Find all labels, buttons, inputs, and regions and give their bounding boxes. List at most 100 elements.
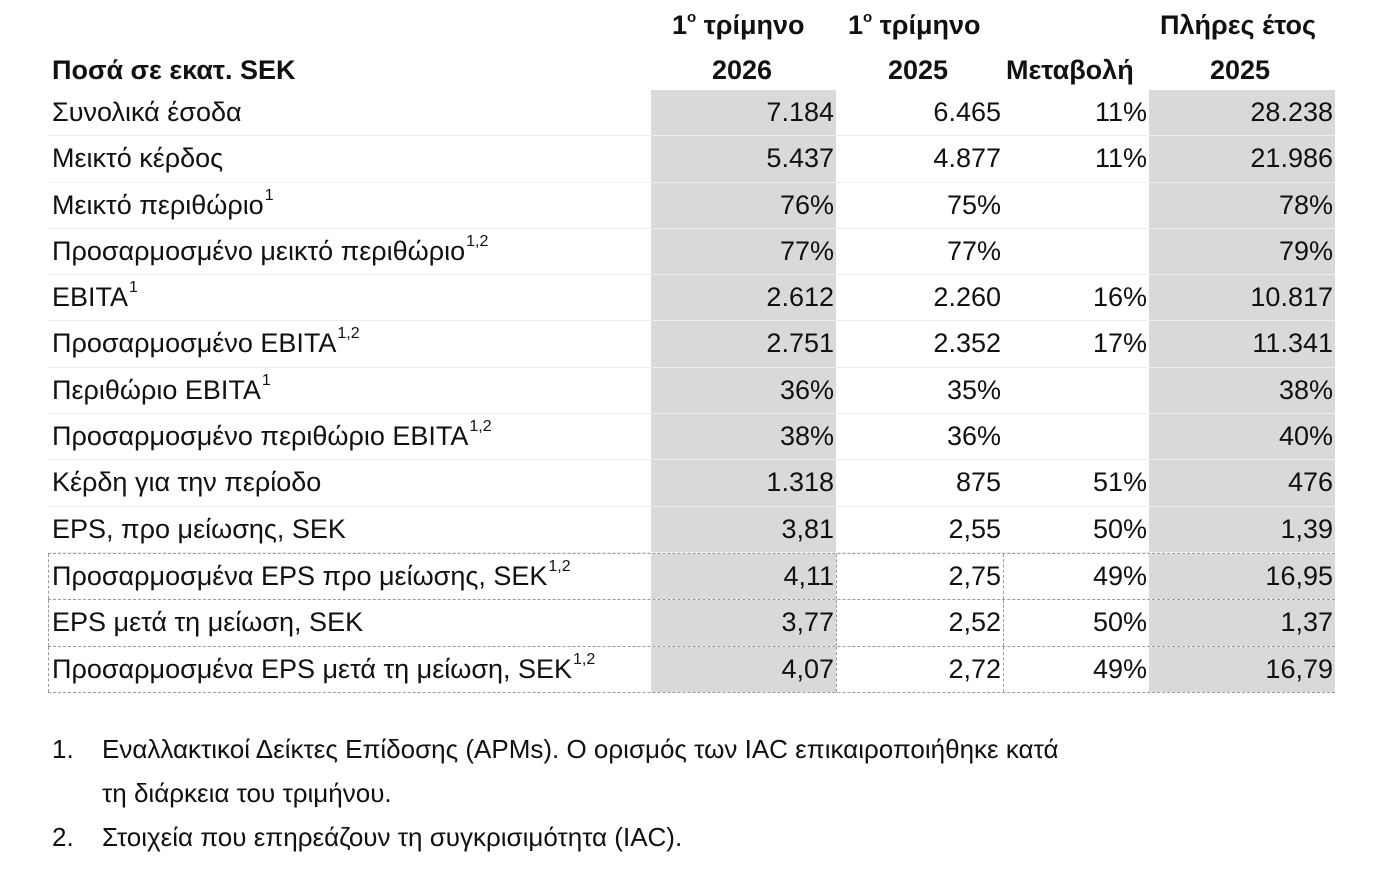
header-q1-2026-line1: 1ο τρίμηνο: [672, 3, 804, 47]
financial-table: Συνολικά έσοδα 7.184 6.465 11% 28.238 Μεικτό …: [48, 90, 1335, 693]
cell-q1-2026: 2.612: [651, 275, 836, 321]
cell-full-year-2025: 28.238: [1149, 90, 1335, 136]
footnote-text-line: τη διάρκεια του τριμήνου.: [102, 778, 392, 808]
table-row: Μεικτό περιθώριο1 76% 75% 78%: [48, 182, 1335, 229]
cell-full-year-2025: 16,95: [1149, 553, 1335, 600]
cell-q1-2026: 1.318: [651, 460, 836, 506]
cell-q1-2025: 2,75: [836, 553, 1003, 600]
cell-full-year-2025: 21.986: [1149, 136, 1335, 182]
table-row: Προσαρμοσμένα EPS μετά τη μείωση, SEK1,2…: [48, 646, 1335, 693]
footnotes: 1. Εναλλακτικοί Δείκτες Επίδοσης (APMs).…: [52, 727, 1342, 859]
cell-change: 50%: [1092, 513, 1147, 544]
cell-change: [1003, 183, 1149, 228]
row-label-text: Μεικτό κέρδος: [52, 143, 224, 174]
table-row: Συνολικά έσοδα 7.184 6.465 11% 28.238: [48, 90, 1335, 137]
cell-q1-2026: 2.751: [651, 321, 836, 367]
cell-q1-2025: 2,55: [948, 513, 1001, 544]
row-label: Προσαρμοσμένο μεικτό περιθώριο1,2: [52, 229, 488, 274]
row-label: Προσαρμοσμένο περιθώριο EBITA1,2: [52, 414, 492, 459]
row-label: Μεικτό περιθώριο1: [52, 183, 274, 228]
header-q1-2026-ordinal: ο: [687, 9, 697, 26]
cell-full-year-2025: 40%: [1149, 414, 1335, 460]
cell-q1-2025: 875: [955, 467, 1001, 498]
cell-q1-2026: 4,11: [651, 553, 836, 600]
header-q1-2025-ordinal: ο: [863, 9, 873, 26]
row-label-text: EPS, προ μείωσης, SEK: [52, 513, 346, 544]
table-row: Περιθώριο EBITA1 36% 35% 38%: [48, 367, 1335, 415]
footnote-2: 2. Στοιχεία που επηρεάζουν τη συγκρισιμό…: [52, 815, 1342, 859]
row-footnote-ref: 1,2: [337, 325, 360, 343]
row-label: EPS μετά τη μείωση, SEK: [52, 600, 363, 645]
cell-q1-2025: 6.465: [933, 97, 1001, 127]
cell-full-year-2025: 476: [1149, 460, 1335, 506]
row-label-text: Προσαρμοσμένο μεικτό περιθώριο: [52, 235, 466, 266]
row-footnote-ref: 1,2: [469, 418, 492, 436]
row-label: Συνολικά έσοδα: [52, 90, 242, 135]
cell-change: 17%: [1092, 328, 1147, 359]
table-row: EPS μετά τη μείωση, SEK 3,77 2,52 50% 1,37: [48, 600, 1335, 647]
cell-q1-2026: 3,77: [651, 600, 836, 646]
row-label-text: Προσαρμοσμένο περιθώριο EBITA: [52, 421, 469, 452]
row-footnote-ref: 1,2: [548, 557, 571, 575]
table-row: Προσαρμοσμένο EBITA1,2 2.751 2.352 17% 11.34…: [48, 321, 1335, 368]
row-footnote-ref: 1,2: [573, 650, 596, 668]
row-label: Προσαρμοσμένο EBITA1,2: [52, 321, 360, 366]
cell-q1-2025: 2,52: [836, 600, 1003, 646]
row-label: EPS, προ μείωσης, SEK: [52, 507, 346, 552]
row-label-text: Κέρδη για την περίοδο: [52, 467, 322, 498]
cell-q1-2025: 2.352: [933, 328, 1001, 359]
row-label: Μεικτό κέρδος: [52, 136, 223, 181]
cell-q1-2025: 2.260: [933, 282, 1001, 313]
cell-full-year-2025: 10.817: [1149, 275, 1335, 321]
cell-change: 16%: [1092, 282, 1147, 313]
header-q1-2026-num: 1: [672, 10, 688, 40]
row-border-box: [48, 646, 651, 692]
row-footnote-ref: 1: [264, 186, 274, 204]
header-q1-2026-word: τρίμηνο: [696, 10, 805, 40]
row-label: Προσαρμοσμένα EPS μετά τη μείωση, SEK1,2: [52, 647, 595, 692]
cell-q1-2026: 4,07: [651, 646, 836, 692]
table-row: Προσαρμοσμένα EPS προ μείωσης, SEK1,2 4,1…: [48, 552, 1335, 601]
table-row: EBITA1 2.612 2.260 16% 10.817: [48, 275, 1335, 322]
cell-change: 11%: [1094, 97, 1147, 127]
footnote-text-line: Εναλλακτικοί Δείκτες Επίδοσης (APMs). Ο …: [102, 734, 1059, 764]
cell-q1-2025: 35%: [946, 374, 1001, 405]
row-footnote-ref: 1: [261, 371, 271, 389]
cell-full-year-2025: 79%: [1149, 228, 1335, 275]
cell-change: 11%: [1094, 143, 1147, 174]
cell-full-year-2025: 38%: [1149, 367, 1335, 414]
row-label: EBITA1: [52, 275, 138, 320]
row-label-text: Συνολικά έσοδα: [52, 97, 242, 127]
header-q1-2025-year: 2025: [888, 55, 949, 85]
cell-q1-2026: 77%: [651, 228, 836, 275]
row-label-text: Περιθώριο EBITA: [52, 374, 261, 405]
header-q1-2025-word: τρίμηνο: [872, 10, 981, 40]
header-full-year-line1: Πλήρες έτος: [1160, 10, 1317, 40]
cell-full-year-2025: 11.341: [1149, 321, 1335, 367]
cell-change: [1003, 368, 1149, 413]
row-border-box: [48, 553, 651, 600]
cell-q1-2025: 77%: [946, 235, 1001, 266]
row-border-box: [48, 600, 651, 646]
row-label-text: Προσαρμοσμένο EBITA: [52, 328, 337, 359]
cell-q1-2026: 3,81: [651, 506, 836, 552]
header-q1-2025-num: 1: [848, 10, 864, 40]
row-label-text: Μεικτό περιθώριο: [52, 189, 264, 220]
row-label-text: Προσαρμοσμένα EPS μετά τη μείωση, SEK: [52, 653, 573, 684]
cell-q1-2025: 75%: [946, 189, 1001, 220]
cell-q1-2026: 5.437: [651, 136, 836, 182]
footnote-text-line: Στοιχεία που επηρεάζουν τη συγκρισιμότητ…: [102, 822, 683, 852]
cell-full-year-2025: 1,37: [1149, 600, 1335, 646]
table-row: Μεικτό κέρδος 5.437 4.877 11% 21.986: [48, 136, 1335, 183]
row-label-text: EBITA: [52, 282, 129, 313]
cell-q1-2025: 4.877: [933, 143, 1001, 174]
cell-q1-2025: 2,72: [836, 646, 1003, 692]
cell-change: [1003, 414, 1149, 459]
header-label-column: Ποσά σε εκατ. SEK: [52, 55, 296, 85]
header-q1-2026-year: 2026: [712, 55, 773, 85]
header-q1-2025-line1: 1ο τρίμηνο: [848, 3, 980, 47]
footnote-number: 2.: [52, 822, 74, 852]
row-footnote-ref: 1,2: [466, 232, 489, 250]
cell-change: 49%: [1003, 646, 1149, 692]
